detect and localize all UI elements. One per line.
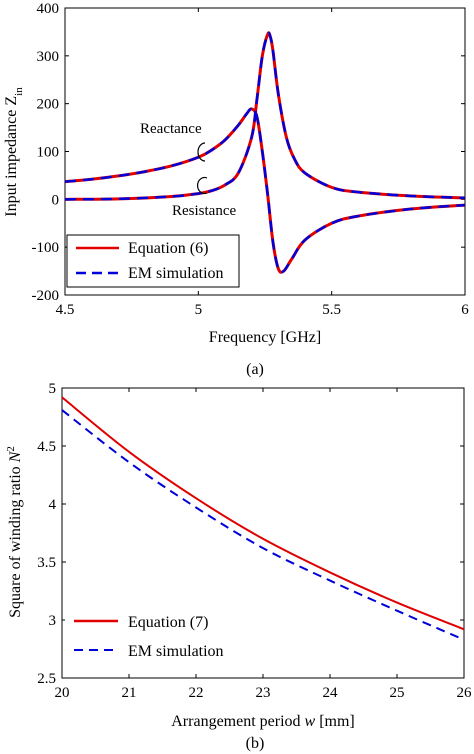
panel-a-caption: (a)	[246, 361, 264, 378]
panel-a-y-tick-label: 200	[37, 97, 60, 113]
panel-a-legend-label-equation: Equation (6)	[128, 240, 208, 257]
panel-a-x-tick-label: 6	[461, 302, 469, 318]
panel-b-caption: (b)	[246, 735, 265, 752]
panel-a-em-reactance-line	[64, 107, 466, 274]
panel-b-y-axis-label-sup: 2	[5, 446, 17, 452]
panel-b-x-axis-label-unit: [mm]	[319, 713, 355, 730]
panel-b-x-tick-label: 26	[457, 685, 473, 701]
panel-b-x-tick-label: 23	[256, 685, 271, 701]
panel-a-y-tick-label: -100	[32, 240, 60, 256]
panel-a-x-tick-label: 5.5	[322, 302, 341, 318]
panel-a-y-tick-label: 0	[52, 192, 60, 208]
panel-b-y-tick-label: 5	[49, 381, 57, 397]
panel-a-legend-box	[66, 234, 240, 288]
annotation-reactance: Reactance	[140, 121, 202, 137]
annotation-resistance: Resistance	[172, 203, 236, 219]
resistance-bracket-icon	[196, 176, 208, 195]
panel-b-x-axis-label: Arrangement period w [mm]	[171, 713, 355, 730]
panel-b-legend-box	[65, 605, 257, 668]
panel-b-y-tick-label: 3	[49, 613, 57, 629]
panel-b-y-tick-label: 2.5	[37, 671, 56, 687]
panel-b-x-axis-label-main: Arrangement period	[171, 713, 300, 730]
panel-b-legend-label-em: EM simulation	[128, 643, 224, 660]
panel-a-x-axis-label: Frequency [GHz]	[209, 329, 321, 346]
panel-a-legend: Equation (6) EM simulation	[66, 234, 240, 288]
panel-a-y-tick-label: -200	[32, 288, 60, 304]
panel-a-y-tick-label: 400	[37, 1, 60, 17]
panel-b-y-tick-label: 4.5	[37, 439, 56, 455]
panel-a-y-axis-label-main: Input impedance Z	[3, 96, 20, 217]
panel-b-legend: Equation (7) EM simulation	[65, 605, 257, 668]
panel-b-x-axis-label-var: w	[305, 713, 316, 730]
panel-b-x-tick-label: 22	[189, 685, 204, 701]
panel-b-equation-line	[61, 396, 465, 631]
panel-b-y-axis-label: Square of winding ratio N2	[5, 446, 24, 618]
panel-a-y-tick-label: 100	[37, 145, 60, 161]
panel-a-chart: 4.5 5 5.5 6 -200 -100 0 100 200 300 400 Reactance…	[3, 1, 469, 378]
panel-b-y-tick-label: 3.5	[37, 555, 56, 571]
panel-a-y-tick-label: 300	[37, 49, 60, 65]
panel-b-x-tick-label: 21	[122, 685, 137, 701]
panel-a-legend-label-em: EM simulation	[128, 265, 224, 282]
panel-b-x-tick-label: 24	[323, 685, 339, 701]
panel-a-em-resistance-line	[64, 31, 466, 201]
panel-a-x-tick-label: 4.5	[56, 302, 75, 318]
panel-a-y-axis-label: Input impedance Zin	[3, 87, 25, 217]
panel-b-chart: 20 21 22 23 24 25 26 2.5 3 3.5 4 4.5 5 Equation (7)…	[5, 381, 472, 752]
panel-b-legend-label-equation: Equation (7)	[128, 614, 208, 631]
panel-b-y-axis-label-var: N	[7, 450, 24, 463]
panel-a-y-axis-label-sub: in	[13, 87, 25, 96]
panel-b-em-line	[61, 409, 465, 641]
reactance-bracket-icon	[197, 142, 206, 162]
panel-b-x-tick-label: 25	[390, 685, 405, 701]
panel-b-y-tick-label: 4	[49, 497, 57, 513]
panel-b-x-tick-label: 20	[55, 685, 70, 701]
panel-a-x-tick-label: 5	[195, 302, 203, 318]
panel-b-y-axis-label-main: Square of winding ratio	[7, 466, 24, 618]
